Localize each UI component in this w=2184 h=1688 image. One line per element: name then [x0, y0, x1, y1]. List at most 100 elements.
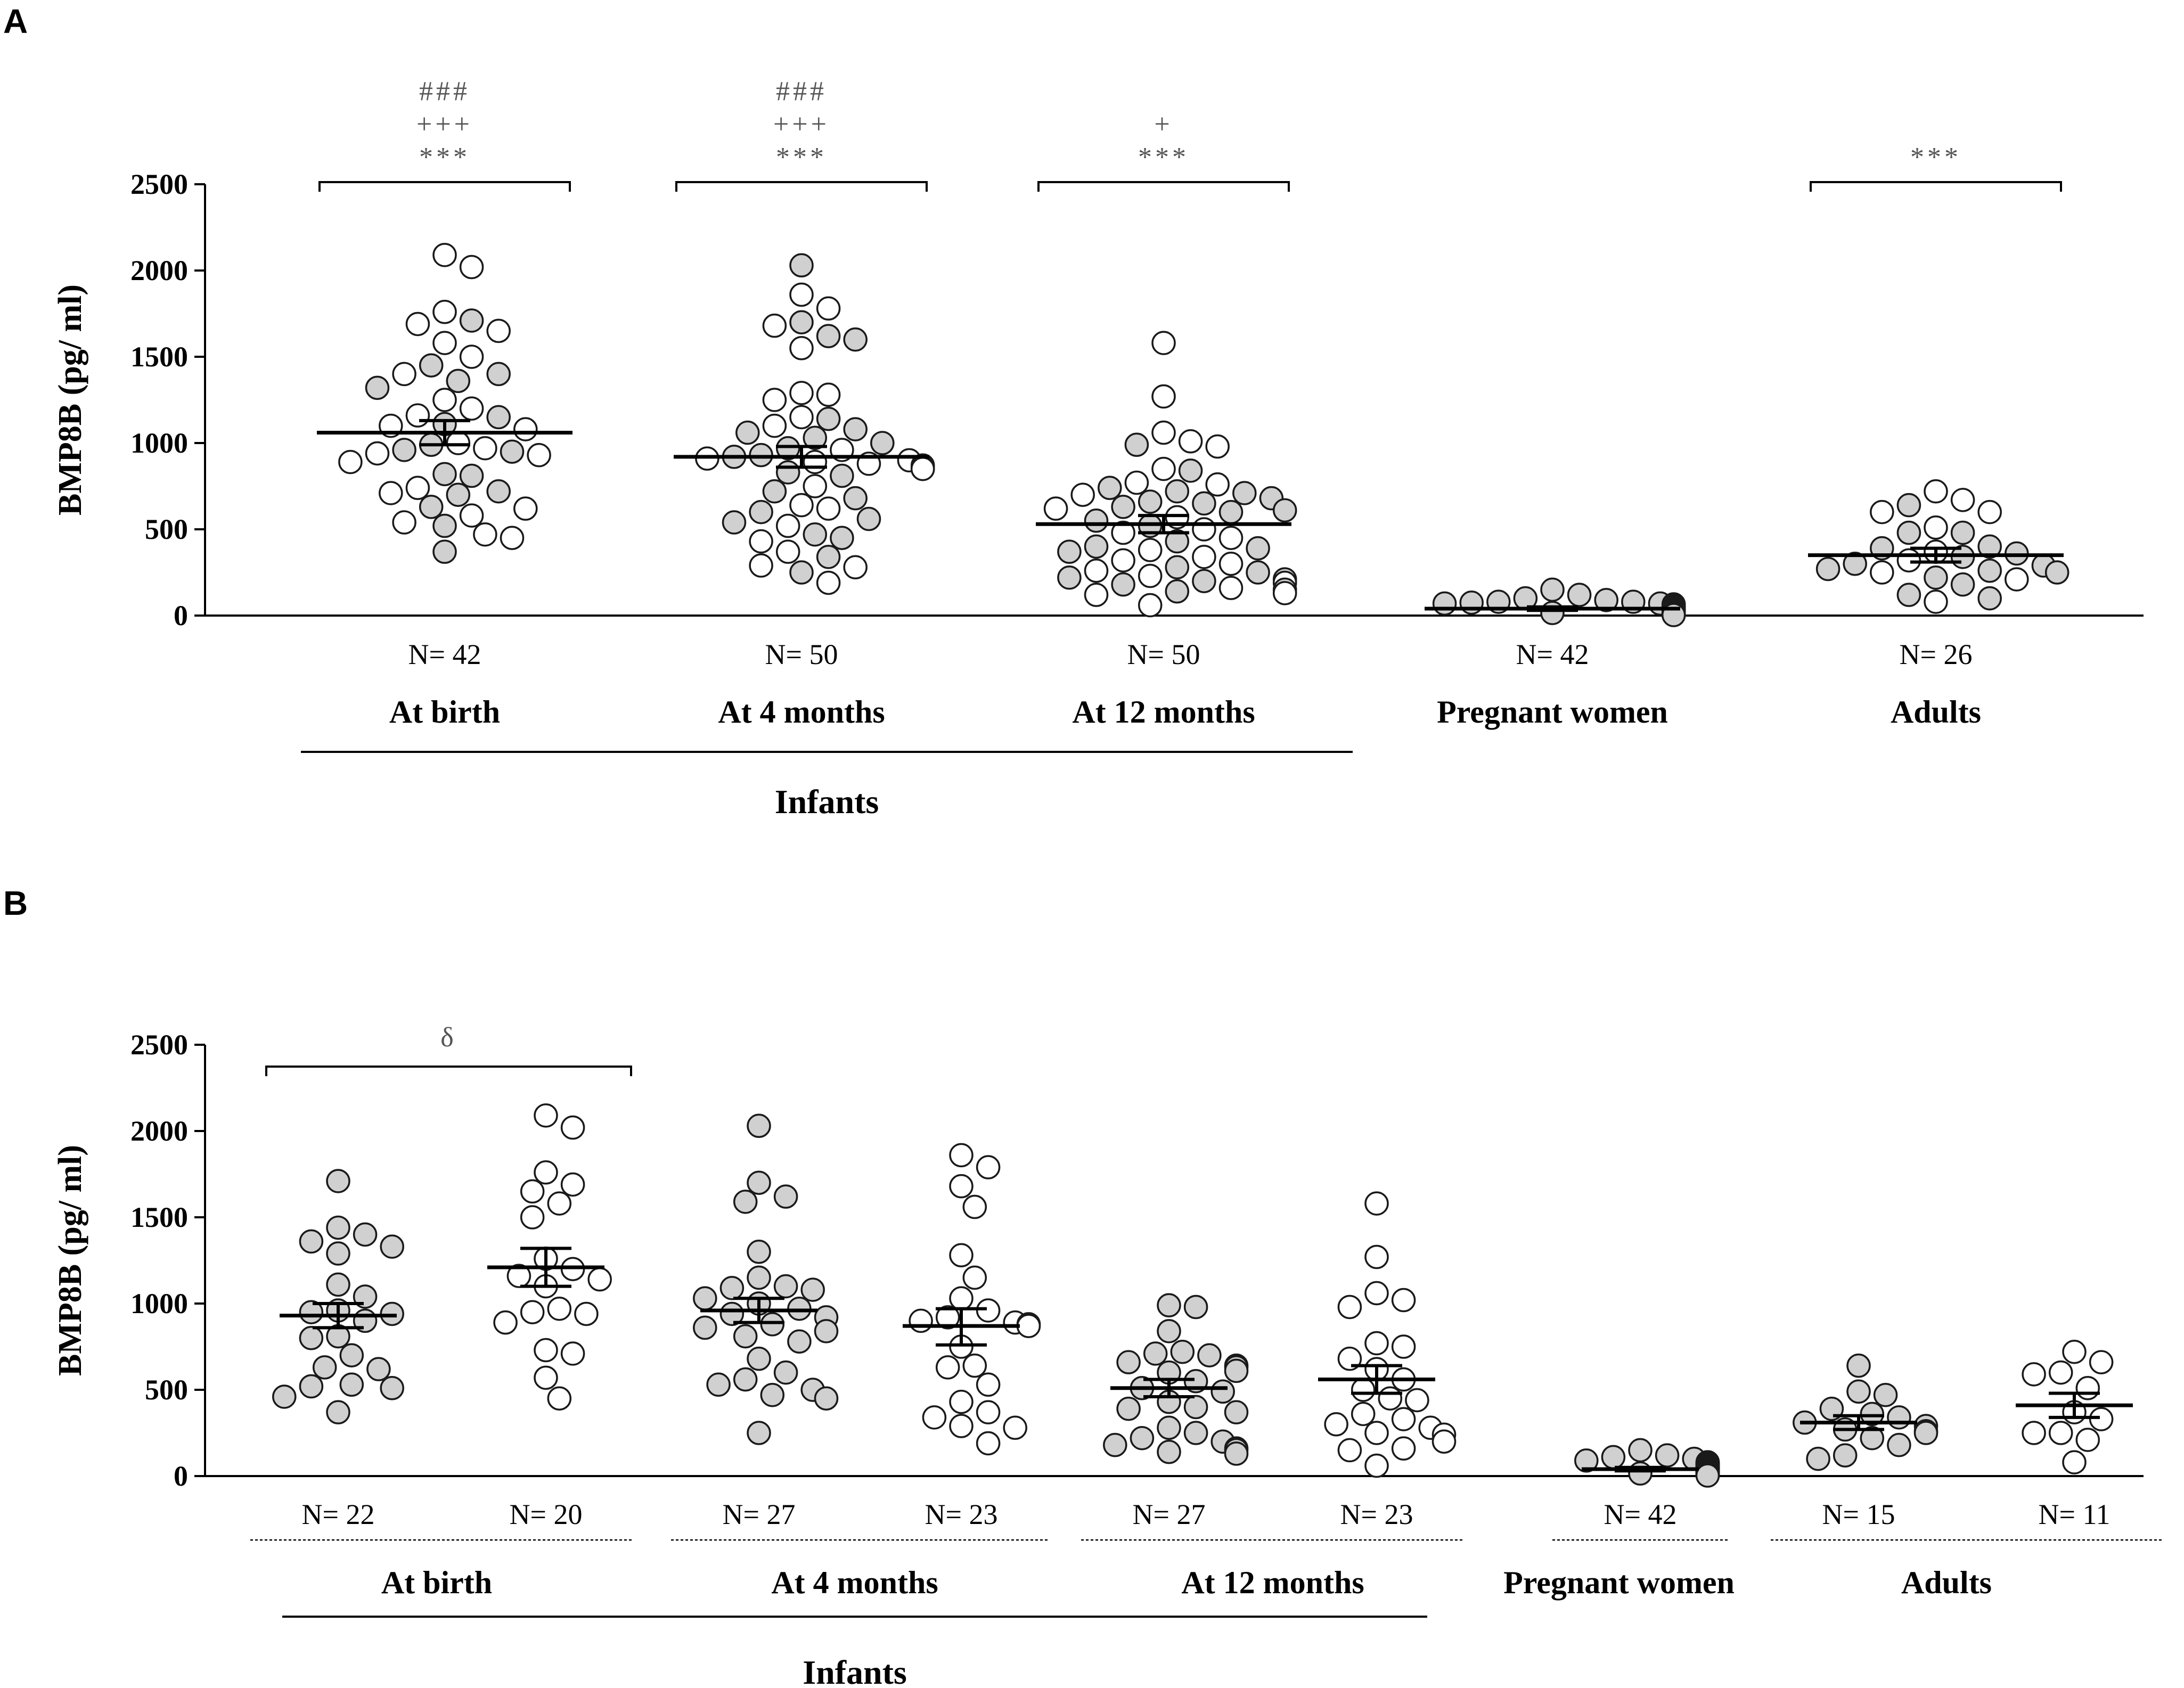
data-point — [1806, 1446, 1830, 1471]
data-point — [534, 1338, 558, 1363]
data-point — [1846, 1353, 1871, 1378]
panel-a-label: A — [3, 2, 28, 40]
data-point — [419, 353, 444, 378]
data-point — [1165, 529, 1190, 554]
data-point — [830, 463, 854, 488]
data-point — [976, 1155, 1001, 1179]
n-label: N= 26 — [1900, 638, 1973, 670]
data-point — [949, 1414, 974, 1438]
data-point — [749, 529, 773, 554]
data-point — [1896, 520, 1921, 545]
data-point — [419, 495, 444, 519]
data-point — [1151, 331, 1176, 355]
data-point — [1178, 429, 1203, 454]
data-point — [830, 526, 854, 550]
data-point — [486, 362, 511, 387]
data-point — [816, 545, 841, 569]
data-point — [1655, 1443, 1680, 1468]
data-point — [1170, 1339, 1195, 1364]
data-point — [773, 1274, 798, 1299]
data-point — [1924, 515, 1948, 540]
data-point — [803, 425, 828, 450]
data-point — [366, 1357, 391, 1381]
data-point — [365, 441, 390, 466]
data-point — [520, 1205, 545, 1230]
significance-bracket — [1037, 181, 1290, 192]
data-point — [500, 439, 525, 464]
data-point — [1183, 1395, 1208, 1420]
data-point — [949, 1174, 974, 1199]
n-label: N= 42 — [408, 638, 481, 670]
group-label: At 4 months — [771, 1565, 938, 1600]
data-point — [870, 431, 895, 455]
data-point — [1567, 583, 1592, 607]
y-tick-label: 1000 — [130, 1288, 188, 1320]
data-point — [1057, 539, 1082, 564]
data-point — [1165, 555, 1190, 580]
data-point — [803, 449, 828, 474]
data-point — [747, 1265, 771, 1290]
panel-b-label: B — [3, 884, 28, 922]
data-point — [1364, 1453, 1389, 1478]
data-point — [1391, 1334, 1416, 1359]
significance-bracket — [675, 181, 928, 192]
data-point — [1246, 536, 1270, 561]
data-point — [722, 510, 747, 535]
data-point — [459, 345, 484, 369]
data-point — [856, 506, 881, 531]
data-point — [1151, 456, 1176, 481]
data-point — [816, 496, 841, 521]
data-point — [910, 456, 935, 481]
data-point — [1218, 552, 1244, 576]
data-point — [976, 1372, 1001, 1397]
data-point — [299, 1326, 324, 1350]
data-point — [1016, 1314, 1041, 1338]
significance-bracket — [1810, 181, 2062, 192]
data-point — [789, 493, 814, 518]
data-point — [962, 1353, 987, 1378]
data-point — [1843, 552, 1867, 576]
n-label: N= 42 — [1516, 638, 1589, 670]
data-point — [2062, 1339, 2087, 1364]
data-point — [976, 1431, 1001, 1456]
data-point — [534, 1365, 558, 1390]
data-point — [843, 417, 868, 441]
data-point — [1695, 1463, 1720, 1488]
data-point — [760, 1312, 785, 1337]
data-point — [1364, 1281, 1389, 1306]
data-point — [2044, 560, 2070, 585]
data-point — [1224, 1441, 1249, 1466]
data-point — [1846, 1379, 1871, 1404]
data-point — [747, 1170, 771, 1195]
data-point — [749, 499, 773, 525]
data-point — [432, 331, 457, 355]
data-point — [1337, 1294, 1362, 1320]
data-point — [405, 476, 430, 500]
data-point — [962, 1194, 987, 1219]
data-point — [405, 312, 430, 337]
data-point — [1887, 1432, 1911, 1457]
data-point — [353, 1222, 378, 1247]
data-point — [693, 1315, 717, 1340]
data-point — [775, 436, 800, 461]
y-axis-title: BMP8B (pg/ ml) — [52, 284, 88, 515]
data-point — [506, 1264, 531, 1288]
data-point — [1815, 556, 1841, 581]
data-point — [976, 1298, 1001, 1323]
data-point — [392, 438, 416, 462]
data-point — [814, 1386, 839, 1411]
comparison-marker: δ — [440, 1022, 457, 1053]
data-point — [775, 513, 800, 538]
data-point — [1116, 1396, 1141, 1421]
data-point — [1977, 559, 2002, 583]
data-point — [773, 1184, 798, 1209]
data-point — [560, 1115, 585, 1140]
data-point — [1628, 1438, 1653, 1463]
data-point — [1391, 1436, 1416, 1461]
data-point — [1432, 1429, 1457, 1454]
data-point — [747, 1113, 771, 1138]
data-point — [1224, 1400, 1249, 1424]
data-point — [432, 388, 457, 412]
group-label: At 12 months — [1181, 1565, 1364, 1600]
data-point — [949, 1286, 974, 1311]
